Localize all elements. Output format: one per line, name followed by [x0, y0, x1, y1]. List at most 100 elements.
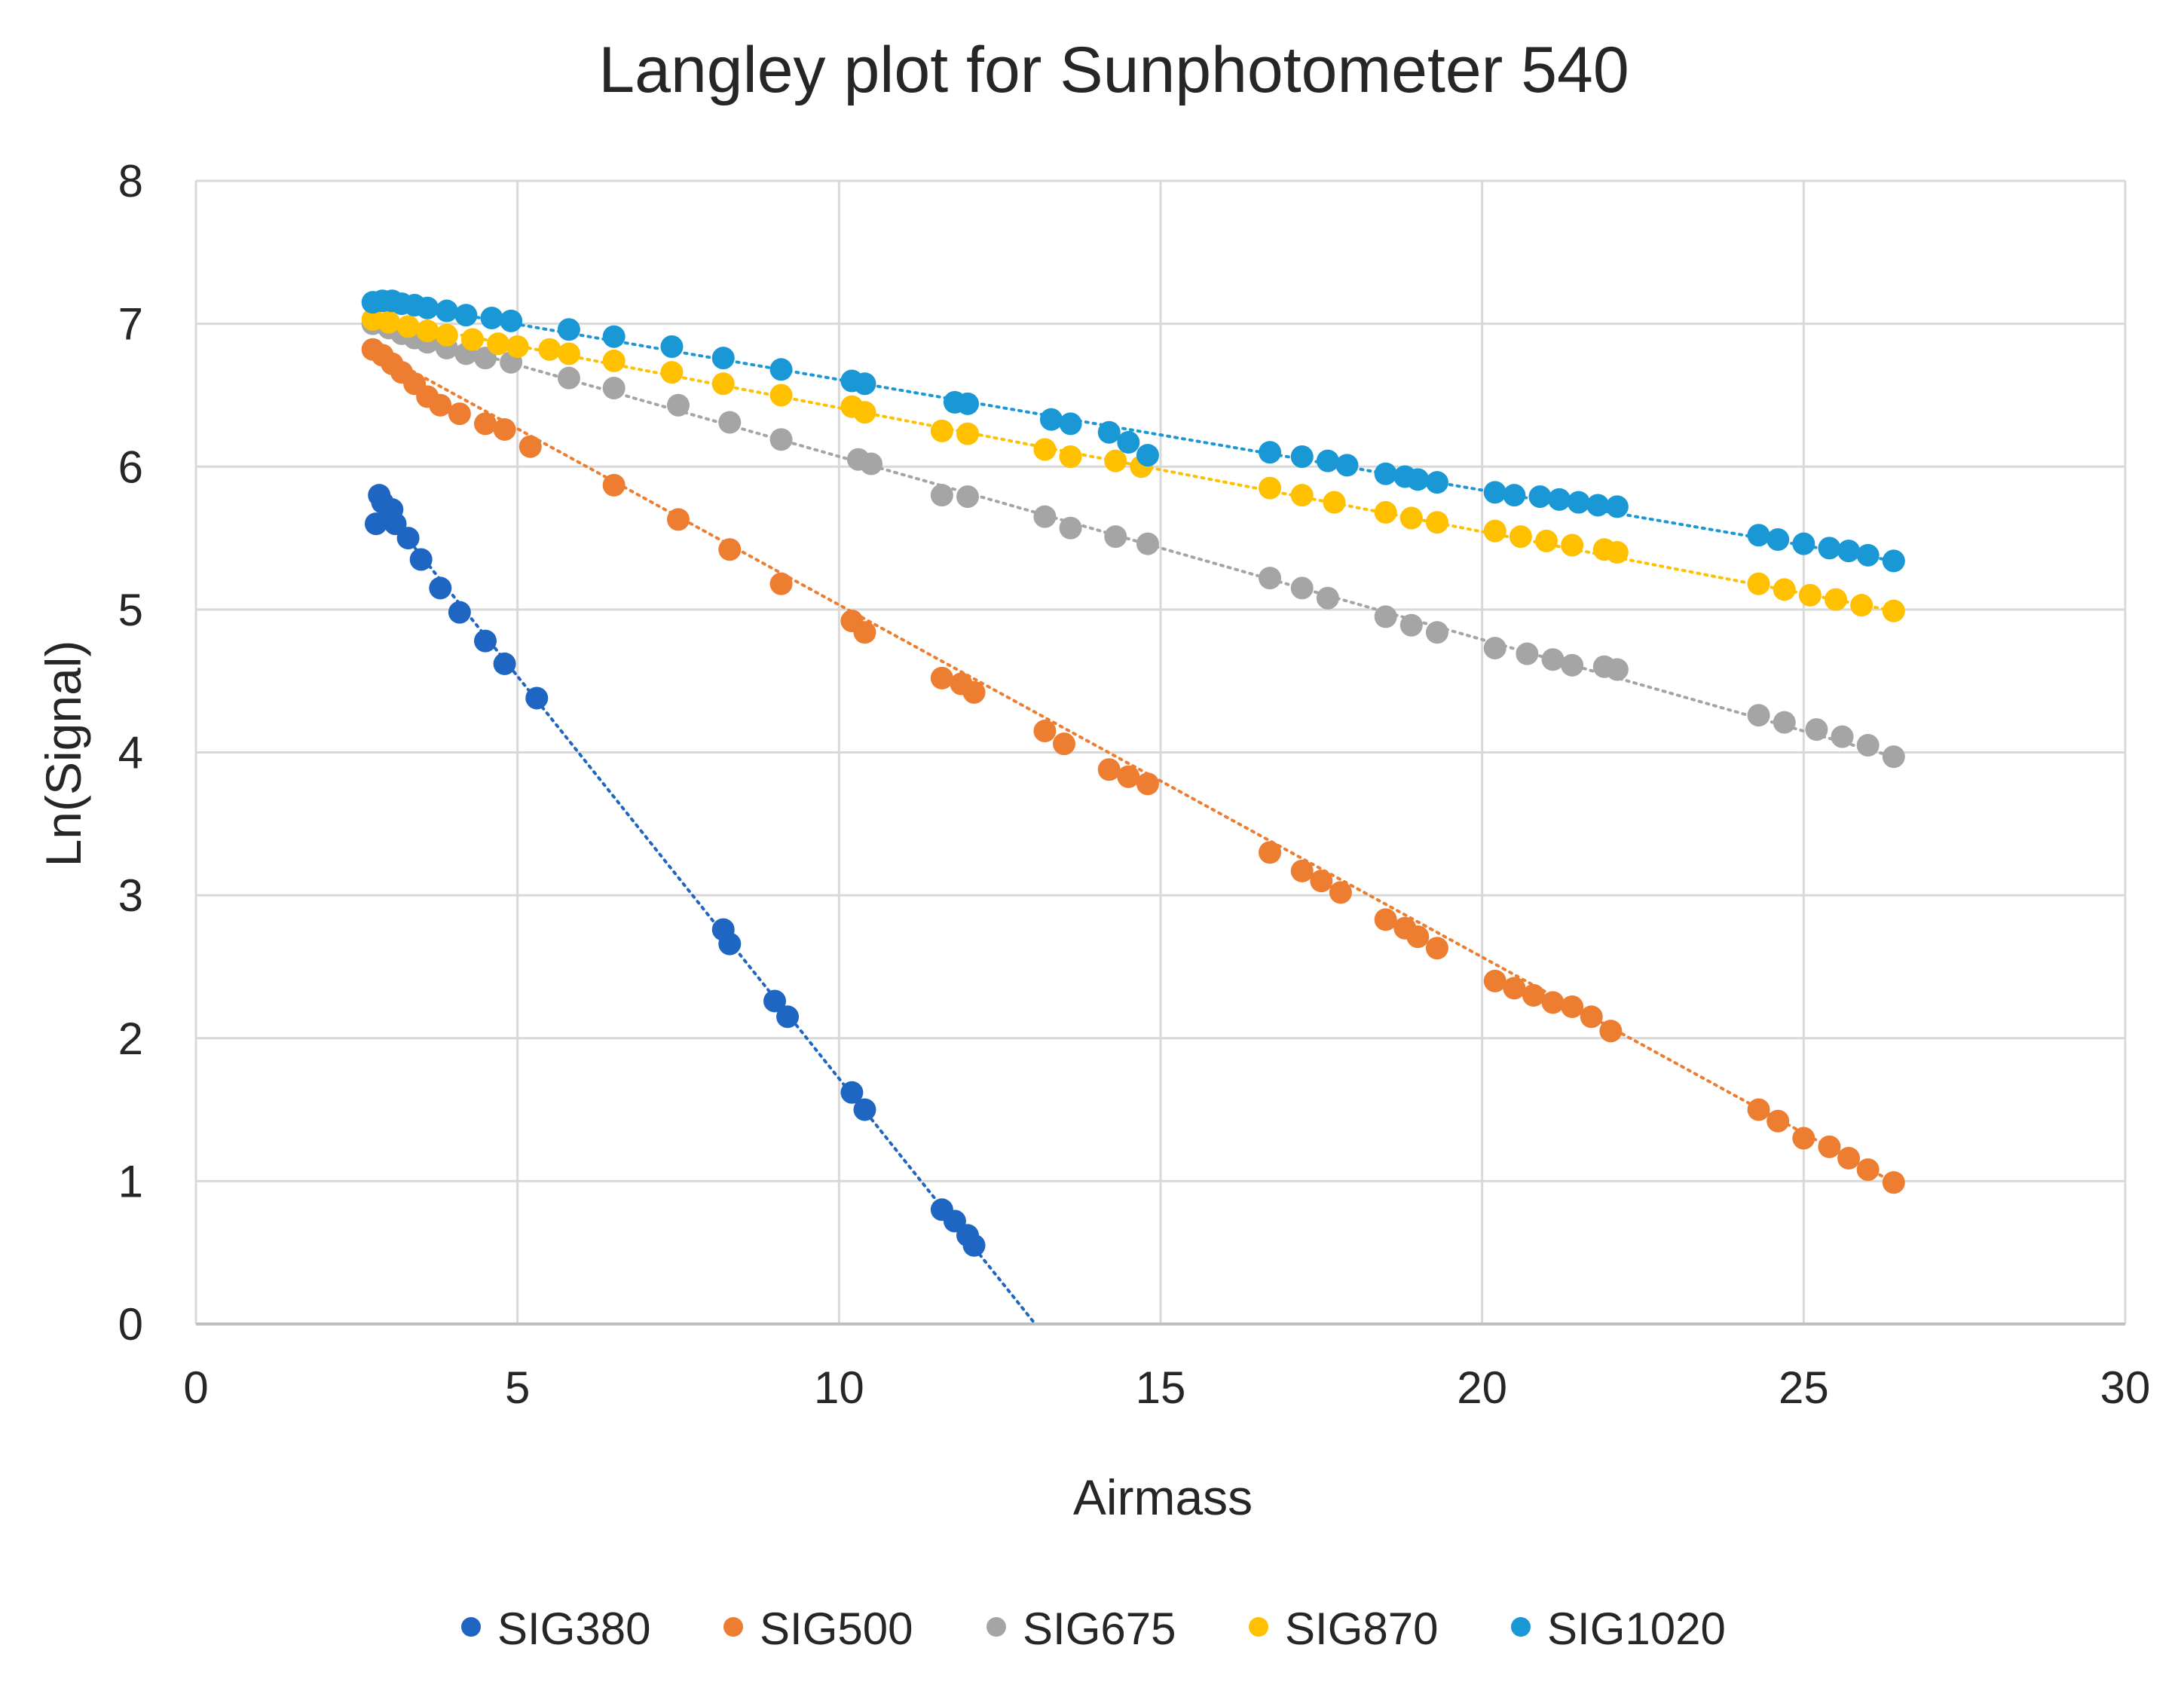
point-sig675	[956, 485, 979, 509]
point-sig675	[1316, 586, 1339, 610]
data-points	[361, 289, 1905, 1257]
point-sig675	[557, 366, 580, 390]
point-sig500	[1818, 1135, 1841, 1158]
point-sig675	[860, 452, 882, 475]
point-sig1020	[660, 335, 684, 358]
point-sig675	[1374, 605, 1397, 628]
point-sig500	[1033, 720, 1057, 743]
point-sig1020	[1097, 420, 1121, 444]
legend-marker-sig380	[461, 1617, 481, 1637]
point-sig870	[506, 335, 529, 358]
chart-title: Langley plot for Sunphotometer 540	[598, 34, 1629, 106]
point-sig675	[1561, 653, 1584, 677]
legend-item-sig1020: SIG1020	[1511, 1604, 1726, 1654]
point-sig675	[1399, 613, 1423, 637]
legend-item-sig380: SIG380	[461, 1604, 650, 1654]
point-sig500	[769, 572, 793, 595]
point-sig870	[853, 401, 876, 424]
point-sig870	[1773, 578, 1796, 601]
legend-label-sig870: SIG870	[1285, 1604, 1438, 1654]
point-sig1020	[1548, 488, 1571, 511]
point-sig1020	[1316, 449, 1339, 472]
point-sig1020	[1290, 445, 1314, 468]
point-sig675	[1831, 725, 1854, 748]
x-tick-label: 15	[1136, 1362, 1186, 1413]
point-sig500	[1117, 765, 1140, 788]
legend-label-sig675: SIG675	[1023, 1604, 1176, 1654]
point-sig380	[718, 932, 742, 955]
point-sig1020	[711, 347, 735, 370]
point-sig1020	[1425, 471, 1448, 494]
x-tick-label: 20	[1457, 1362, 1507, 1413]
point-sig675	[1290, 576, 1314, 600]
point-sig1020	[1528, 485, 1552, 509]
point-sig1020	[500, 309, 523, 332]
x-tick-label: 0	[183, 1362, 208, 1413]
point-sig870	[460, 328, 484, 351]
point-sig870	[660, 361, 684, 384]
point-sig675	[1104, 525, 1127, 549]
point-sig1020	[1882, 549, 1905, 573]
tick-labels: 0 5 10 15 20 25 30 0 1 2 3 4 5 6 7 8	[118, 156, 2151, 1413]
y-tick-label: 3	[118, 870, 143, 921]
legend-label-sig380: SIG380	[497, 1604, 650, 1654]
point-sig380	[962, 1234, 986, 1257]
y-tick-label: 4	[118, 728, 143, 778]
point-sig380	[448, 601, 471, 624]
point-sig1020	[1259, 441, 1282, 464]
point-sig500	[930, 666, 953, 689]
point-sig675	[1516, 642, 1539, 665]
point-sig675	[1805, 718, 1828, 741]
point-sig1020	[1792, 532, 1815, 555]
point-sig870	[769, 384, 793, 407]
point-sig870	[1374, 500, 1397, 524]
point-sig500	[1097, 758, 1121, 781]
point-sig675	[667, 393, 690, 417]
point-sig870	[1483, 519, 1506, 543]
point-sig1020	[1059, 412, 1082, 436]
x-tick-label: 5	[505, 1362, 530, 1413]
point-sig500	[1856, 1158, 1880, 1182]
y-tick-label: 1	[118, 1156, 143, 1206]
point-sig675	[1059, 516, 1082, 540]
point-sig870	[1425, 511, 1448, 534]
point-sig675	[1425, 621, 1448, 644]
y-tick-label: 8	[118, 156, 143, 206]
point-sig675	[1882, 745, 1905, 769]
point-sig500	[1599, 1020, 1623, 1043]
point-sig675	[718, 411, 742, 434]
point-sig870	[435, 323, 458, 347]
point-sig1020	[1136, 444, 1159, 467]
point-sig1020	[956, 392, 979, 415]
point-sig870	[1509, 525, 1532, 549]
legend-marker-sig675	[986, 1617, 1006, 1637]
legend-marker-sig1020	[1511, 1617, 1531, 1637]
point-sig500	[518, 435, 542, 458]
point-sig380	[763, 989, 786, 1013]
point-sig1020	[1766, 527, 1790, 551]
point-sig870	[557, 342, 580, 365]
point-sig380	[409, 548, 433, 571]
point-sig675	[769, 428, 793, 451]
point-sig500	[1259, 841, 1282, 864]
point-sig1020	[1117, 431, 1140, 454]
legend-item-sig500: SIG500	[723, 1604, 913, 1654]
point-sig675	[1483, 637, 1506, 660]
point-sig870	[1104, 449, 1127, 472]
x-tick-label: 10	[814, 1362, 864, 1413]
point-sig675	[1033, 505, 1057, 528]
point-sig380	[840, 1081, 864, 1104]
series-sig380	[364, 484, 986, 1257]
point-sig500	[1406, 925, 1430, 949]
point-sig500	[1747, 1098, 1770, 1121]
point-sig1020	[1586, 494, 1610, 517]
point-sig500	[1522, 983, 1545, 1007]
point-sig870	[378, 310, 400, 334]
point-sig1020	[769, 358, 793, 381]
y-axis-label: Ln(Signal)	[35, 641, 91, 867]
point-sig870	[1535, 529, 1558, 552]
point-sig870	[1605, 541, 1629, 564]
point-sig870	[487, 332, 510, 356]
legend-item-sig870: SIG870	[1249, 1604, 1438, 1654]
